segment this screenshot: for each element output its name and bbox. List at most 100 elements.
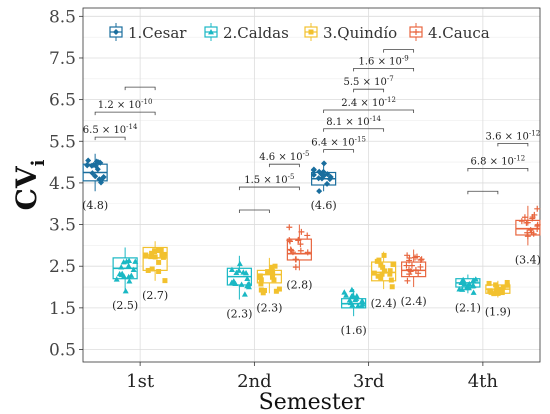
p-value-exponent: -12 — [385, 96, 396, 104]
data-point — [118, 264, 125, 270]
data-point — [343, 292, 350, 298]
p-value-times: × 10 — [374, 56, 401, 67]
significance-bracket — [238, 209, 270, 213]
p-value-base: 3.6 — [486, 131, 502, 142]
mean-label: (2.1) — [455, 301, 481, 314]
p-value-base: 5.5 — [344, 77, 360, 88]
p-value-label: 6.4 × 10-15 — [311, 136, 366, 149]
mean-label: (2.5) — [112, 299, 138, 312]
p-value-label: 1.6 × 10-9 — [359, 54, 409, 67]
data-point — [461, 279, 468, 285]
data-point — [156, 259, 162, 265]
data-point — [113, 29, 119, 35]
data-point — [378, 275, 384, 281]
legend-item: 2.Caldas — [204, 23, 289, 42]
data-point — [321, 160, 328, 167]
data-point — [310, 171, 317, 178]
mean-label: (1.9) — [485, 305, 511, 318]
data-point — [156, 248, 162, 254]
mean-label: (2.3) — [256, 301, 282, 314]
p-value-times: × 10 — [99, 125, 126, 136]
p-value-base: 6.8 — [471, 156, 487, 167]
data-point — [374, 258, 380, 264]
significance-bracket — [383, 49, 415, 53]
box-3.Quindío-2nd: (2.3) — [256, 257, 282, 314]
data-point — [270, 269, 276, 275]
data-point — [324, 180, 331, 187]
mean-label: (2.8) — [286, 278, 312, 291]
data-point — [257, 273, 263, 279]
data-point — [389, 284, 395, 290]
data-point — [404, 277, 411, 284]
p-value-times: × 10 — [114, 100, 141, 111]
data-point — [413, 29, 419, 35]
p-value-times: × 10 — [501, 131, 528, 142]
bracket-line — [94, 111, 156, 116]
data-point — [162, 278, 168, 284]
box-1.Cesar-3rd: (4.6) — [311, 160, 337, 212]
data-point — [527, 227, 534, 234]
data-point — [118, 271, 125, 278]
p-value-exponent: -9 — [402, 54, 409, 62]
y-tick-label: 4.5 — [49, 174, 76, 194]
significance-bracket: 6.4 × 10-15 — [311, 136, 366, 153]
box-4.Cauca-2nd: (2.8) — [286, 224, 312, 291]
data-point — [125, 262, 132, 269]
legend-label: 4.Cauca — [428, 24, 490, 42]
data-point — [346, 297, 353, 303]
data-point — [504, 282, 510, 288]
data-point — [387, 268, 393, 274]
box-2.Caldas-3rd: (1.6) — [341, 286, 367, 337]
data-point — [286, 224, 293, 231]
data-point — [348, 286, 355, 293]
data-point — [379, 271, 385, 277]
data-point — [465, 284, 472, 291]
significance-bracket: 8.1 × 10-14 — [323, 115, 385, 132]
p-value-exponent: -14 — [126, 123, 138, 131]
p-value-times: × 10 — [342, 117, 369, 128]
p-value-base: 1.5 — [244, 175, 260, 186]
p-value-base: 8.1 — [326, 117, 342, 128]
mean-label: (2.7) — [142, 289, 168, 302]
grid — [83, 8, 540, 362]
p-value-label: 1.5 × 10-5 — [244, 173, 294, 186]
data-point — [152, 248, 158, 254]
data-point — [487, 288, 493, 294]
bracket-line — [323, 109, 415, 114]
p-value-times: × 10 — [275, 152, 302, 163]
data-point — [158, 247, 164, 253]
data-point — [148, 254, 154, 260]
data-point — [238, 281, 245, 287]
data-point — [524, 233, 531, 240]
data-point — [491, 291, 497, 297]
mean-label: (4.6) — [311, 199, 337, 212]
data-point — [149, 266, 155, 272]
data-point — [388, 277, 394, 283]
significance-annotations: 6.5 × 10-141.2 × 10-101.5 × 10-54.6 × 10… — [83, 49, 540, 213]
data-point — [521, 214, 528, 221]
p-value-base: 4.6 — [259, 152, 275, 163]
box-2.Caldas-2nd: (2.3) — [226, 255, 252, 321]
significance-bracket: 1.5 × 10-5 — [238, 173, 300, 191]
y-tick-label: 0.5 — [49, 341, 76, 361]
data-point — [123, 258, 130, 264]
data-point — [160, 254, 166, 260]
mean-label: (4.8) — [82, 199, 108, 212]
data-point — [92, 173, 99, 180]
data-point — [122, 287, 129, 294]
data-point — [128, 272, 135, 278]
data-point — [113, 276, 120, 282]
data-point — [273, 288, 279, 294]
data-point — [320, 168, 327, 175]
p-value-base: 6.5 — [83, 125, 99, 136]
box-body — [401, 261, 427, 278]
data-point — [371, 270, 377, 276]
bracket-line — [323, 149, 355, 153]
y-tick-label: 1.5 — [49, 299, 76, 319]
p-value-label: 1.2 × 10-10 — [98, 98, 153, 111]
box-3.Quindío-1st: (2.7) — [142, 241, 168, 302]
data-point — [292, 264, 299, 271]
data-point — [353, 293, 360, 299]
data-point — [97, 159, 104, 166]
data-point — [405, 266, 412, 273]
